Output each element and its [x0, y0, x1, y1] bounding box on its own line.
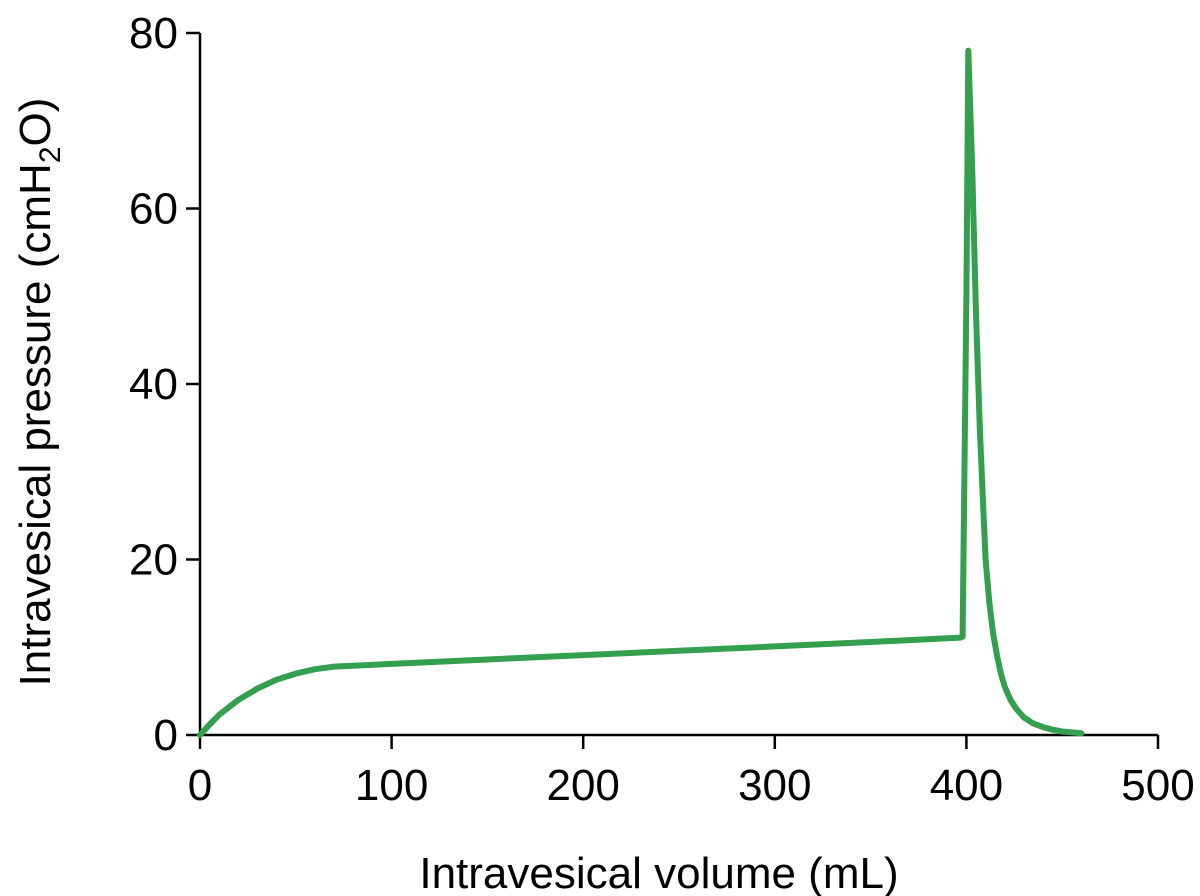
y-tick-label: 20 — [129, 536, 178, 585]
x-tick-label: 300 — [738, 761, 811, 810]
x-tick-label: 0 — [188, 761, 212, 810]
y-tick-label: 40 — [129, 360, 178, 409]
y-ticks: 0 20 40 60 80 — [129, 9, 200, 760]
y-axis-title-subscript: 2 — [34, 146, 67, 163]
x-tick-label: 400 — [930, 761, 1003, 810]
y-axis-title-main: Intravesical pressure (cmH — [11, 163, 60, 686]
x-ticks: 0 100 200 300 400 500 — [188, 735, 1195, 810]
y-tick-label: 0 — [154, 711, 178, 760]
y-tick-label: 80 — [129, 9, 178, 58]
y-tick-label: 60 — [129, 185, 178, 234]
plot-area — [197, 47, 1085, 738]
series-line-bladder-pressure — [197, 47, 1085, 738]
x-tick-label: 200 — [546, 761, 619, 810]
y-axis-title-suffix: O) — [11, 98, 60, 147]
x-tick-label: 500 — [1121, 761, 1194, 810]
axes — [198, 33, 1158, 737]
x-tick-label: 100 — [355, 761, 428, 810]
y-axis-title: Intravesical pressure (cmH2O) — [11, 98, 67, 687]
x-axis-title: Intravesical volume (mL) — [419, 849, 898, 896]
